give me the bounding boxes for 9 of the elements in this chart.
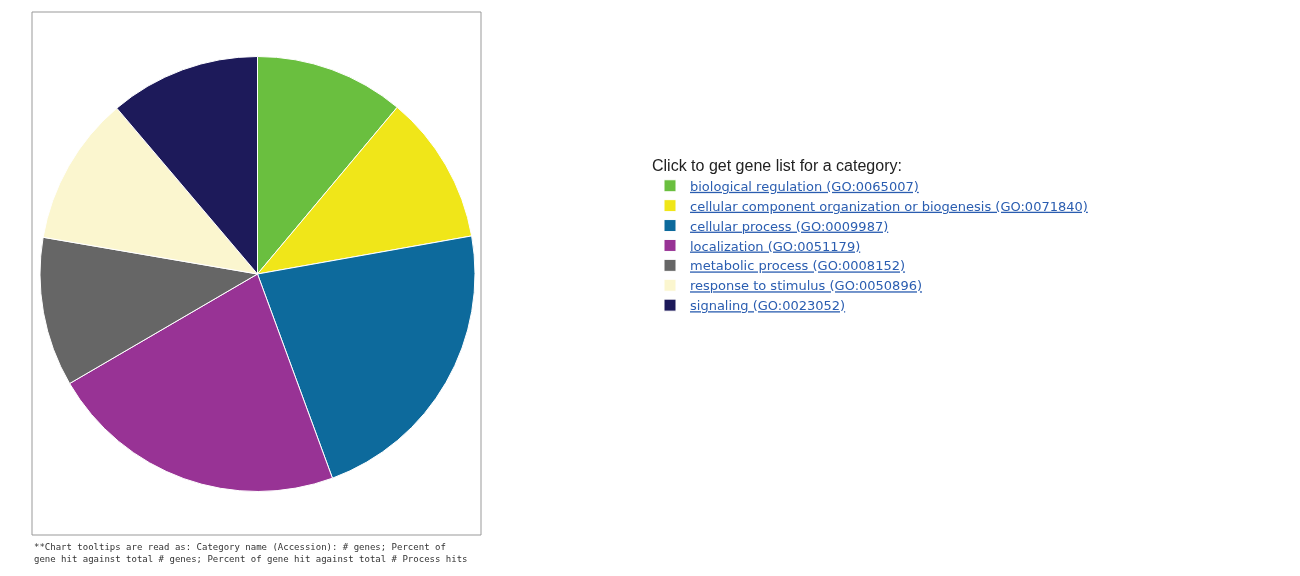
legend-label: localization (GO:0051179)	[690, 238, 861, 254]
legend-label: metabolic process (GO:0008152)	[690, 258, 906, 274]
legend-label: response to stimulus (GO:0050896)	[690, 278, 923, 294]
legend-label: signaling (GO:0023052)	[690, 298, 846, 314]
legend-label: cellular component organization or biogenesis (GO:0071840)	[690, 198, 1088, 214]
legend-label: biological regulation (GO:0065007)	[690, 178, 919, 194]
legend-title: Click to get gene list for a category:	[652, 156, 902, 174]
legend-label: cellular process (GO:0009987)	[690, 218, 889, 234]
text: **Chart tooltips are read as: Category name (Accession): # genes; Percent of gene hit against total # genes; Percent of gene hit against total # Process hits	[34, 542, 468, 564]
